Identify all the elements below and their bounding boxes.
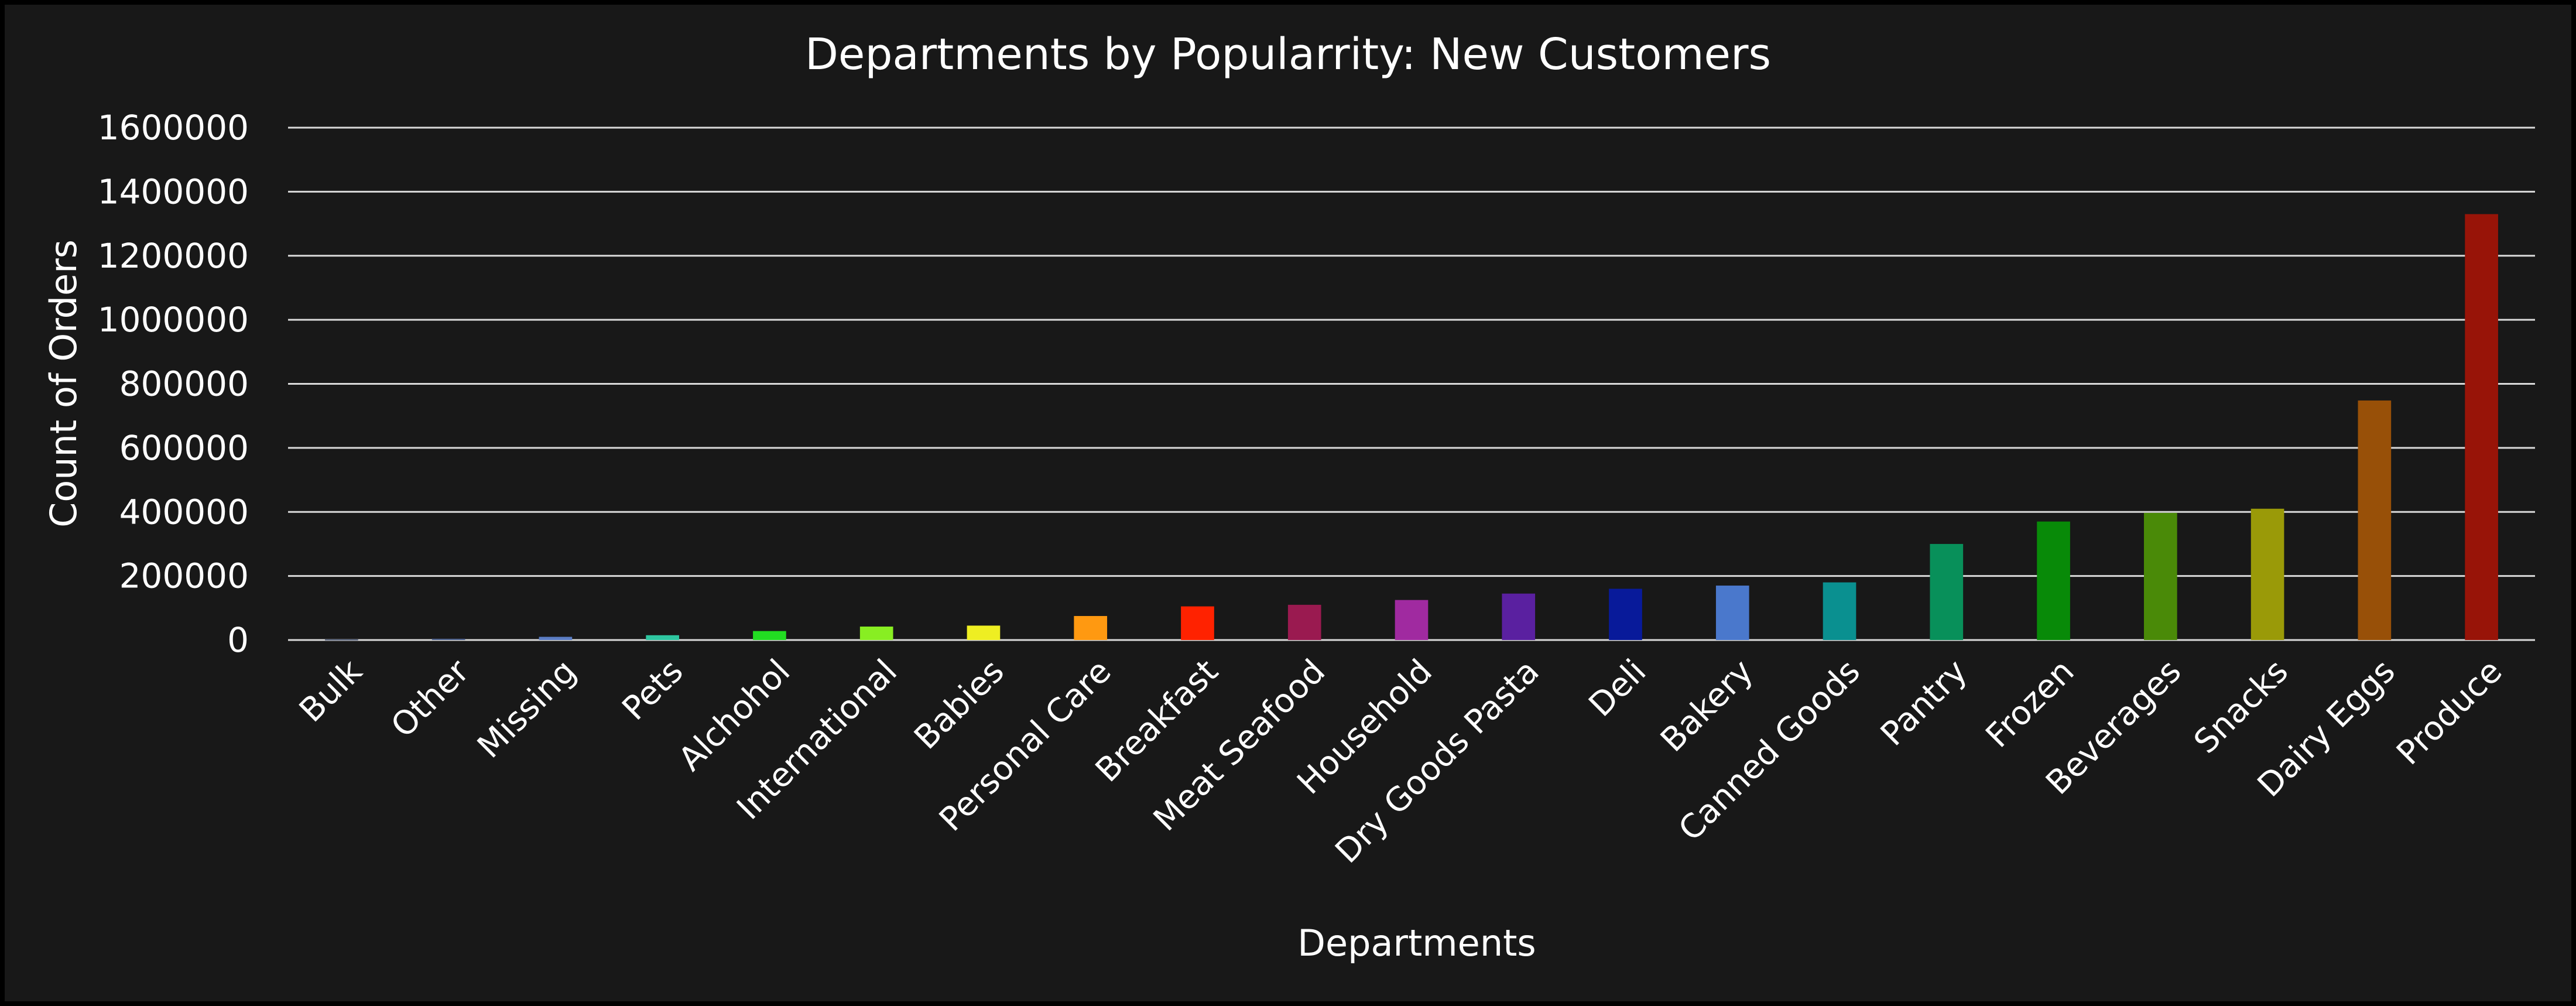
bar-babies: [967, 625, 1001, 640]
bars: [325, 214, 2498, 641]
chart-title: Departments by Popularrity: New Customer…: [805, 29, 1771, 80]
bar-missing: [539, 637, 573, 640]
gridlines: [288, 126, 2535, 641]
x-axis-title: Departments: [1297, 922, 1536, 964]
x-tick-label-pets: Pets: [615, 652, 691, 728]
bar-bakery: [1715, 586, 1749, 640]
bar-frozen: [2037, 521, 2070, 640]
bar-alchohol: [753, 631, 786, 640]
x-tick-label-snacks: Snacks: [2187, 652, 2296, 761]
bar-household: [1395, 600, 1429, 640]
x-tick-label-babies: Babies: [907, 652, 1012, 757]
bar-bulk: [325, 639, 358, 641]
y-tick-label-2: 400000: [119, 492, 249, 532]
bar-snacks: [2250, 508, 2284, 640]
bar-dairy-eggs: [2358, 400, 2392, 640]
x-tick-label-missing: Missing: [470, 652, 584, 766]
y-axis-ticks: 0 200000 400000 600000 800000 1000000 1200000 1…: [98, 108, 249, 660]
bar-pets: [646, 635, 679, 640]
bar-beverages: [2144, 512, 2177, 640]
x-tick-label-dry-goods-pasta: Dry Goods Pasta: [1328, 652, 1547, 871]
y-tick-label-1: 200000: [119, 556, 249, 596]
bar-other: [431, 638, 465, 640]
bar-canned-goods: [1823, 582, 1856, 640]
y-tick-label-7: 1400000: [98, 172, 249, 211]
bar-dry-goods-pasta: [1502, 593, 1536, 640]
x-tick-label-pantry: Pantry: [1873, 652, 1975, 754]
y-tick-label-6: 1200000: [98, 236, 249, 276]
x-tick-label-bulk: Bulk: [292, 652, 370, 730]
x-tick-label-other: Other: [384, 652, 477, 745]
bar-personal-care: [1074, 615, 1108, 640]
bar-pantry: [1930, 543, 1964, 640]
bar-produce: [2465, 214, 2498, 640]
x-tick-label-deli: Deli: [1582, 652, 1654, 724]
y-tick-label-8: 1600000: [98, 108, 249, 148]
y-tick-label-4: 800000: [119, 364, 249, 404]
x-tick-label-canned-goods: Canned Goods: [1671, 652, 1868, 848]
y-tick-label-0: 0: [227, 620, 249, 660]
bar-breakfast: [1181, 606, 1214, 640]
x-tick-label-bakery: Bakery: [1653, 652, 1760, 759]
x-tick-label-produce: Produce: [2389, 652, 2509, 772]
chart-frame: [5, 5, 2571, 1001]
y-tick-label-3: 600000: [119, 428, 249, 468]
bar-international: [859, 627, 893, 640]
y-tick-label-5: 1000000: [98, 300, 249, 340]
x-tick-label-frozen: Frozen: [1979, 652, 2082, 755]
bar-deli: [1609, 588, 1642, 640]
y-axis-title: Count of Orders: [42, 239, 85, 528]
bar-meat-seafood: [1287, 604, 1321, 640]
